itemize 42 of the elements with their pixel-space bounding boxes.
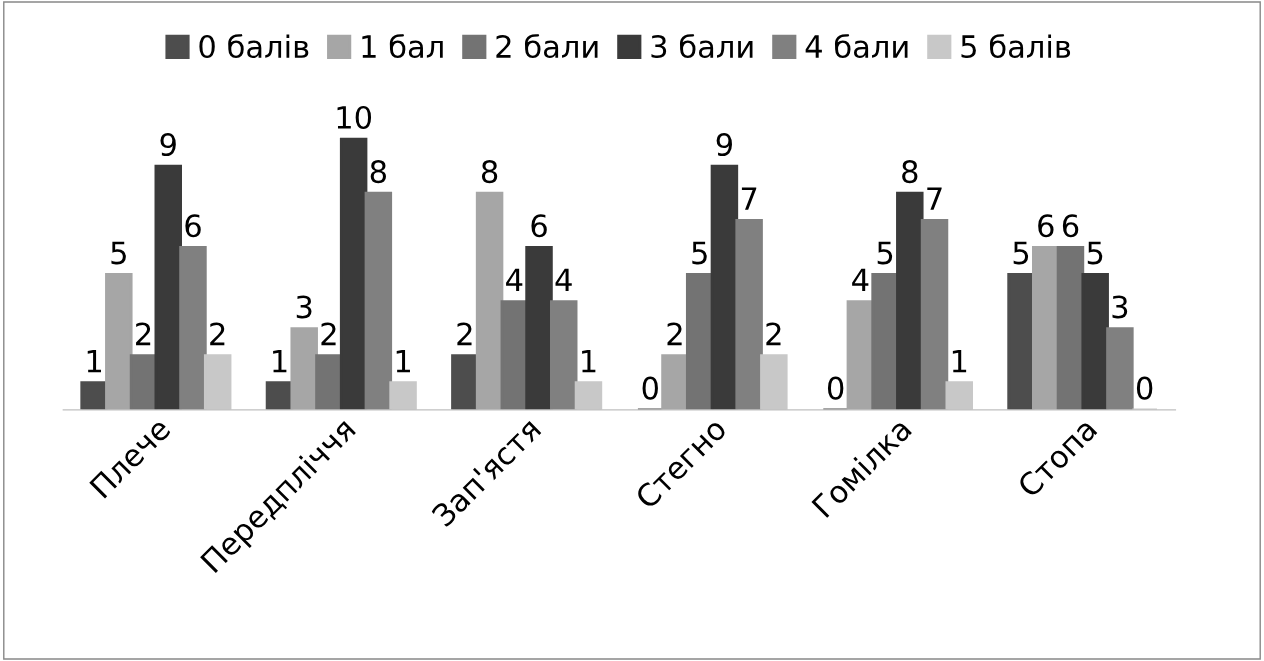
legend-label: 0 балів: [199, 33, 309, 59]
data-label: 5: [877, 241, 893, 265]
data-label: 1: [273, 349, 287, 373]
data-label: 1: [952, 349, 967, 373]
data-label: 5: [1087, 241, 1103, 265]
data-label: 7: [741, 187, 757, 210]
legend-label: 2 бали: [496, 33, 598, 59]
data-label: 4: [852, 268, 869, 292]
data-label: 2: [457, 322, 472, 346]
legend-label: 1 бал: [362, 33, 443, 59]
data-label: 6: [185, 214, 201, 238]
data-label: 4: [506, 268, 523, 292]
legend-label: 3 бали: [651, 33, 753, 59]
data-label: 4: [555, 268, 572, 292]
data-label: 0: [642, 376, 658, 400]
data-label: 3: [296, 295, 312, 319]
data-label: 6: [531, 214, 547, 238]
legend-label: 5 балів: [961, 33, 1071, 59]
data-label: 6: [1038, 214, 1054, 238]
data-label: 10: [337, 105, 372, 130]
data-label: 9: [160, 133, 176, 157]
data-label: 3: [1112, 295, 1128, 319]
data-label: 7: [927, 187, 942, 210]
data-label: 1: [87, 349, 101, 373]
data-label: 5: [111, 241, 126, 265]
data-label: 6: [1062, 214, 1079, 238]
data-label: 0: [1136, 376, 1153, 400]
data-label: 1: [396, 349, 410, 373]
data-label: 2: [667, 322, 682, 346]
data-label: 2: [766, 322, 781, 346]
data-label: 8: [370, 160, 386, 184]
data-label: 1: [582, 349, 596, 373]
data-label: 0: [827, 376, 844, 400]
data-label: 2: [321, 322, 336, 346]
data-label: 5: [692, 241, 707, 265]
data-label: 9: [716, 133, 732, 157]
legend-label: 4 бали: [805, 33, 908, 59]
data-label: 2: [210, 322, 225, 346]
data-label: 8: [481, 160, 498, 184]
data-label: 8: [902, 160, 918, 184]
data-label: 2: [136, 322, 151, 346]
data-label: 5: [1013, 241, 1029, 265]
